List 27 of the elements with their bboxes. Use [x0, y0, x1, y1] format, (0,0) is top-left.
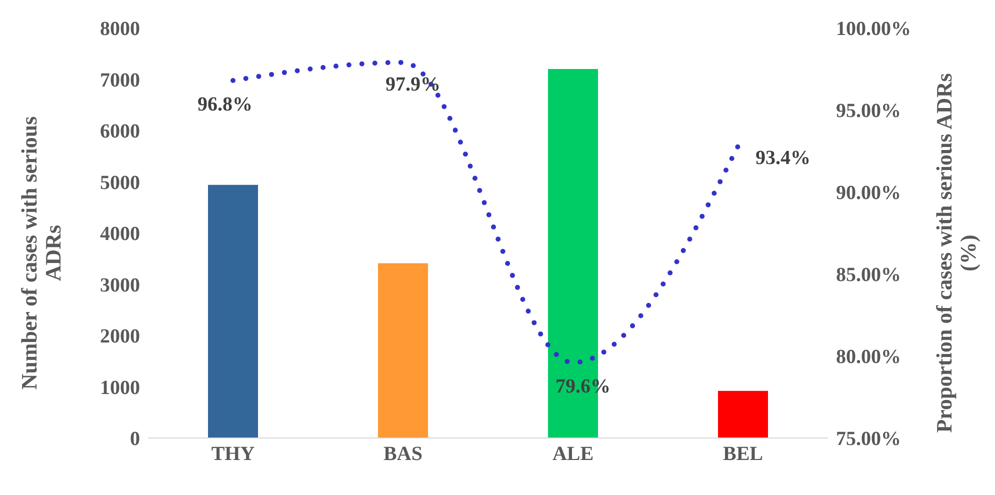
y-axis-title: Number of cases with serious ADRs — [16, 116, 66, 390]
y2-tick-label: 75.00% — [836, 428, 901, 450]
bar — [718, 390, 768, 438]
x-tick-label: BEL — [722, 443, 764, 466]
y-tick-label: 3000 — [100, 274, 140, 296]
y2-tick-label: 85.00% — [836, 264, 901, 286]
data-label: 93.4% — [756, 147, 810, 170]
y2-axis-title: Proportion of cases with serious ADRs (%) — [931, 72, 981, 433]
y-tick-label: 0 — [130, 428, 140, 450]
y-tick-label: 7000 — [100, 69, 140, 92]
y-tick-label: 6000 — [100, 120, 140, 143]
y-tick-label: 4000 — [100, 223, 140, 246]
y-tick-label: 5000 — [100, 172, 140, 194]
y2-tick-label: 90.00% — [836, 182, 901, 204]
bar — [378, 263, 428, 438]
y-tick-label: 8000 — [100, 18, 140, 40]
bar — [208, 184, 258, 438]
data-label: 96.8% — [198, 93, 252, 116]
y-tick-label: 1000 — [100, 376, 140, 399]
x-tick-label: BAS — [384, 443, 422, 466]
y-tick-label: 2000 — [100, 326, 140, 348]
y2-tick-label: 95.00% — [836, 100, 901, 122]
data-label: 97.9% — [386, 73, 440, 96]
x-tick-label: THY — [211, 443, 256, 466]
y2-tick-label: 80.00% — [836, 346, 901, 368]
x-tick-label: ALE — [552, 443, 594, 466]
y2-tick-label: 100.00% — [836, 18, 911, 40]
